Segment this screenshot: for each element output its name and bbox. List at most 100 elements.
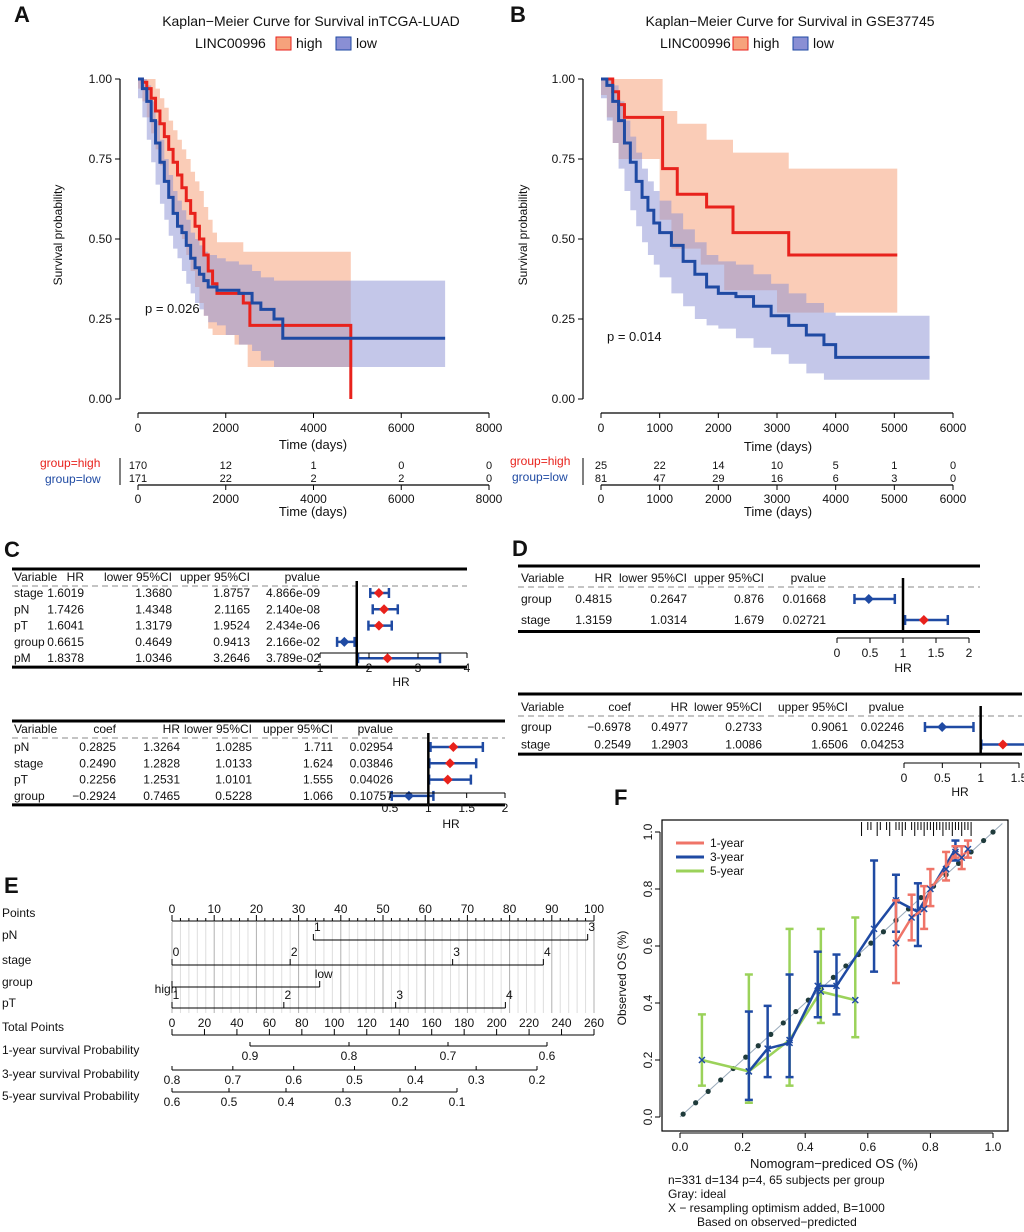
variable-tick-label: 3 <box>396 988 403 1002</box>
hr-point <box>373 588 384 598</box>
forest-tick-label: 1 <box>317 661 324 675</box>
forest-cell: 1.6019 <box>47 586 84 600</box>
panel-b-plot: 0 1000 2000 3000 4000 5000 6000 0.00 0.25 0.50 0.7… <box>552 72 967 435</box>
risk-tick-label: 0 <box>598 492 605 506</box>
probability-tick-label: 0.9 <box>242 1049 259 1063</box>
forest-cell: stage <box>14 586 44 600</box>
risk-count-high: 10 <box>771 460 783 472</box>
variable-tick-label: 2 <box>284 988 291 1002</box>
points-tick-label: 60 <box>419 902 433 916</box>
x-tick-label: 8000 <box>476 421 503 435</box>
risk-count-high: 1 <box>891 460 897 472</box>
hr-point <box>382 653 393 664</box>
panel-a: A Kaplan−Meier Curve for Survival inTCGA… <box>14 2 503 519</box>
panel-a-pvalue: p = 0.026 <box>145 301 200 316</box>
forest-cell: 1.624 <box>303 756 333 770</box>
forest-cell: 0.2825 <box>79 740 116 754</box>
ideal-dot <box>718 1077 724 1083</box>
y-tick-label: 1.00 <box>552 72 576 86</box>
nomogram-row-label: 3-year survival Probability <box>2 1067 139 1081</box>
forest-header: Variable <box>521 700 564 714</box>
panel-a-legend-title: LINC00996 <box>195 35 266 51</box>
forest-cell: stage <box>14 756 44 770</box>
y-tick-label: 0.6 <box>641 937 655 954</box>
total-tick-label: 120 <box>357 1016 377 1030</box>
forest-cell: 0.2549 <box>594 738 631 752</box>
forest-cell: 0.2490 <box>79 756 116 770</box>
panel-b-legend-title: LINC00996 <box>660 35 731 51</box>
ideal-dot <box>843 963 849 969</box>
legend-label: 3-year <box>710 850 744 864</box>
forest-cell: 0.4815 <box>575 592 612 606</box>
forest-cell: 0.02954 <box>350 740 394 754</box>
panel-f-note-4: Based on observed−predicted <box>697 1215 857 1229</box>
forest-cell: 1.2531 <box>143 773 180 787</box>
forest-cell: group <box>14 789 45 803</box>
panel-d-letter: D <box>512 536 528 561</box>
forest-cell: 1.6041 <box>47 619 84 633</box>
risk-tick-label: 1000 <box>646 492 673 506</box>
resample-x-mark <box>870 925 878 933</box>
panel-b: B Kaplan−Meier Curve for Survival in GSE… <box>510 2 967 519</box>
variable-tick-label: 1 <box>173 988 180 1002</box>
x-tick-label: 0.0 <box>672 1140 689 1154</box>
total-tick-label: 180 <box>454 1016 474 1030</box>
ideal-dot <box>705 1088 711 1094</box>
risk-count-low: 0 <box>950 473 956 485</box>
forest-cell: 1.2828 <box>143 756 180 770</box>
panel-f-note-3: X − resampling optimism added, B=1000 <box>668 1201 885 1215</box>
total-tick-label: 80 <box>295 1016 309 1030</box>
nomogram-row-label: pN <box>2 928 17 942</box>
panel-a-legend-high-swatch <box>275 36 292 51</box>
resample-x-mark <box>951 848 959 856</box>
panel-a-legend-low: low <box>356 35 378 51</box>
probability-tick-label: 0.4 <box>407 1073 424 1087</box>
resample-x-mark <box>958 854 966 862</box>
total-tick-label: 60 <box>263 1016 277 1030</box>
points-tick-label: 70 <box>461 902 475 916</box>
forest-tick-label: 3 <box>415 661 422 675</box>
y-tick-label: 0.25 <box>552 312 576 326</box>
hr-point <box>373 620 384 631</box>
points-tick-label: 30 <box>292 902 306 916</box>
panel-d: D HR HR Variable HR lower 95%CI upper 95%CI… <box>512 536 1024 799</box>
forest-cell: 0.9061 <box>811 720 848 734</box>
y-tick-label: 1.0 <box>641 823 655 840</box>
hr-point <box>339 636 350 647</box>
panel-f-ylabel: Observed OS (%) <box>615 931 629 1026</box>
points-tick-label: 40 <box>334 902 348 916</box>
panel-c-bottom-xlabel: HR <box>442 817 460 831</box>
panel-c-forest-bottom: Variable coef HR lower 95%CI upper 95%CI pval… <box>12 719 509 815</box>
ideal-dot <box>868 940 874 946</box>
forest-header: pvalue <box>285 570 321 584</box>
x-tick-label: 6000 <box>388 421 415 435</box>
x-tick-label: 2000 <box>705 421 732 435</box>
forest-tick-label: 1 <box>977 771 984 785</box>
forest-cell: stage <box>521 738 551 752</box>
forest-header: Variable <box>14 722 57 736</box>
x-tick-label: 0 <box>135 421 142 435</box>
risk-count-low: 16 <box>771 473 783 485</box>
risk-count-high: 1 <box>310 460 316 472</box>
points-tick-label: 10 <box>208 902 222 916</box>
risk-count-low: 47 <box>654 473 666 485</box>
panel-b-risk-xlabel: Time (days) <box>744 504 812 519</box>
forest-cell: pN <box>14 602 29 616</box>
panel-b-legend-high: high <box>753 35 779 51</box>
risk-count-low: 171 <box>129 473 147 485</box>
hr-point <box>445 758 456 769</box>
forest-cell: 1.0133 <box>215 756 252 770</box>
forest-tick-label: 0.5 <box>382 801 399 815</box>
ideal-dot <box>693 1100 699 1106</box>
forest-cell: 1.6506 <box>811 738 848 752</box>
panel-f-xlabel: Nomogram−prediced OS (%) <box>750 1156 918 1171</box>
probability-tick-label: 0.7 <box>440 1049 457 1063</box>
risk-tick-label: 0 <box>135 492 142 506</box>
probability-tick-label: 0.6 <box>164 1095 181 1109</box>
forest-cell: 0.7465 <box>143 789 180 803</box>
probability-tick-label: 0.2 <box>392 1095 409 1109</box>
panel-a-risk-high-label: group=high <box>40 456 100 470</box>
variable-tick-label: 2 <box>291 945 298 959</box>
risk-tick-label: 6000 <box>940 492 967 506</box>
forest-cell: 1.8378 <box>47 651 84 665</box>
